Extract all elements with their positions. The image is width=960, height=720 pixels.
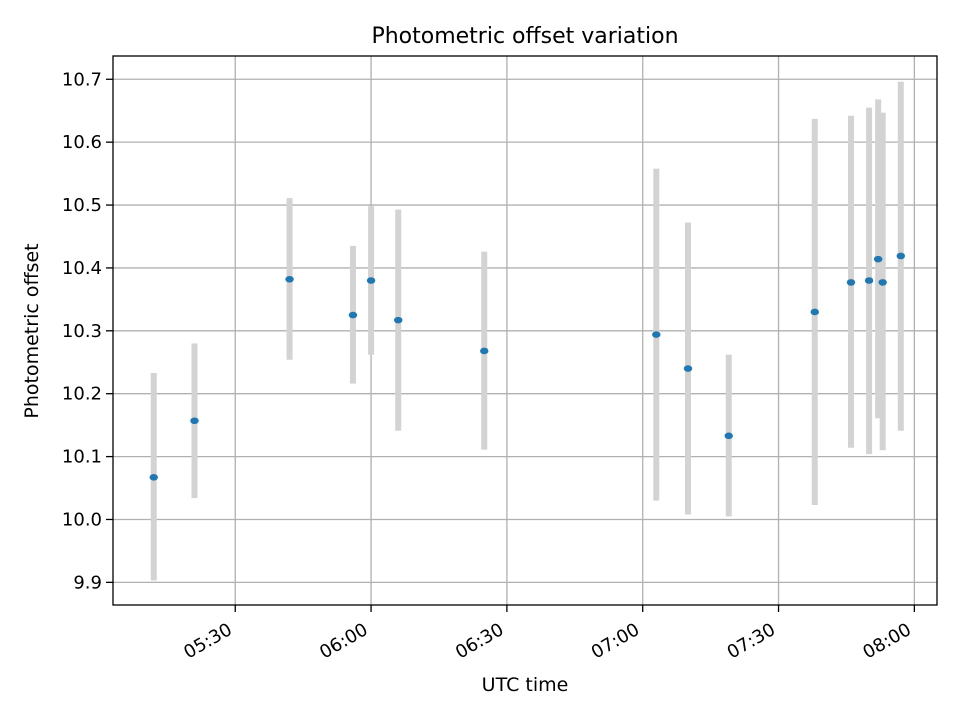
data-point — [878, 279, 887, 286]
data-point — [864, 277, 874, 284]
data-point — [896, 252, 905, 260]
data-point — [149, 474, 158, 481]
y-tick-label: 10.7 — [62, 69, 102, 90]
data-point — [366, 277, 376, 284]
data-point — [683, 365, 693, 372]
y-tick-label: 10.6 — [62, 132, 102, 153]
data-point — [348, 311, 358, 319]
y-tick-label: 10.0 — [62, 509, 102, 530]
grid-lines — [113, 56, 937, 605]
y-tick-label: 10.5 — [62, 195, 102, 216]
data-point — [652, 331, 661, 338]
data-point — [810, 308, 819, 316]
data-point — [480, 347, 489, 355]
y-axis-label: Photometric offset — [21, 243, 43, 418]
data-point — [846, 279, 856, 286]
data-point — [190, 417, 199, 425]
y-tick-label: 10.2 — [62, 384, 102, 405]
y-axis-ticks: 9.9 10.0 10.1 10.2 10.3 10.4 10.5 10.6 10.7 — [62, 69, 113, 593]
x-axis-label: UTC time — [482, 674, 569, 696]
data-points — [149, 252, 905, 481]
data-point — [873, 255, 883, 263]
y-tick-label: 10.4 — [62, 258, 102, 279]
y-tick-label: 10.1 — [62, 447, 102, 468]
chart-title: Photometric offset variation — [371, 24, 678, 49]
data-point — [394, 316, 403, 324]
data-point — [285, 275, 294, 283]
data-point — [724, 432, 733, 440]
y-tick-label: 9.9 — [73, 572, 102, 593]
y-tick-label: 10.3 — [62, 321, 102, 342]
